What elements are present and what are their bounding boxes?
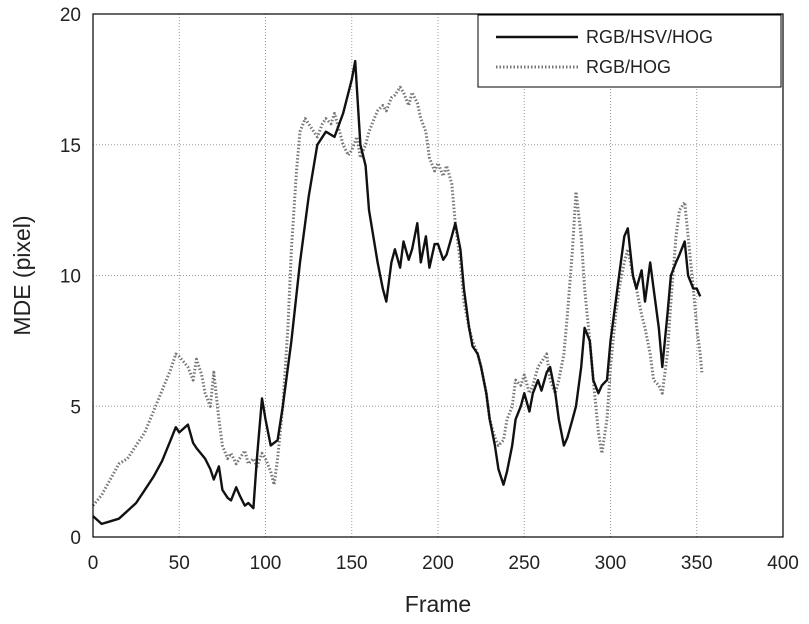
y-tick-label: 15	[60, 136, 81, 157]
legend-label-rgb-hsv-hog: RGB/HSV/HOG	[586, 27, 713, 47]
x-tick-label: 150	[336, 553, 368, 574]
x-tick-label: 250	[508, 553, 540, 574]
x-tick-label: 300	[595, 553, 627, 574]
legend-box	[477, 14, 782, 88]
legend: RGB/HSV/HOG RGB/HOG	[477, 14, 782, 88]
y-tick-label: 20	[60, 5, 81, 26]
y-axis-label: MDE (pixel)	[9, 215, 35, 335]
plot-series	[91, 59, 704, 526]
x-tick-label: 400	[767, 553, 799, 574]
y-tick-label: 5	[70, 397, 81, 418]
y-tick-label: 0	[70, 528, 81, 549]
x-tick-label: 350	[681, 553, 713, 574]
x-axis-label: Frame	[405, 591, 471, 617]
x-tick-label: 50	[169, 553, 190, 574]
legend-label-rgb-hog: RGB/HOG	[586, 57, 671, 77]
y-tick-labels: 0 5 10 15 20	[60, 5, 81, 549]
x-tick-label: 100	[250, 553, 282, 574]
grid	[93, 14, 783, 537]
series-line-rgb-hsv-hog	[92, 59, 702, 526]
y-tick-label: 10	[60, 267, 81, 288]
x-tick-label: 200	[422, 553, 454, 574]
plot-frame	[92, 13, 784, 538]
x-tick-label: 0	[88, 553, 99, 574]
x-tick-labels: 0 50 100 150 200 250 300 350 400	[88, 553, 799, 574]
